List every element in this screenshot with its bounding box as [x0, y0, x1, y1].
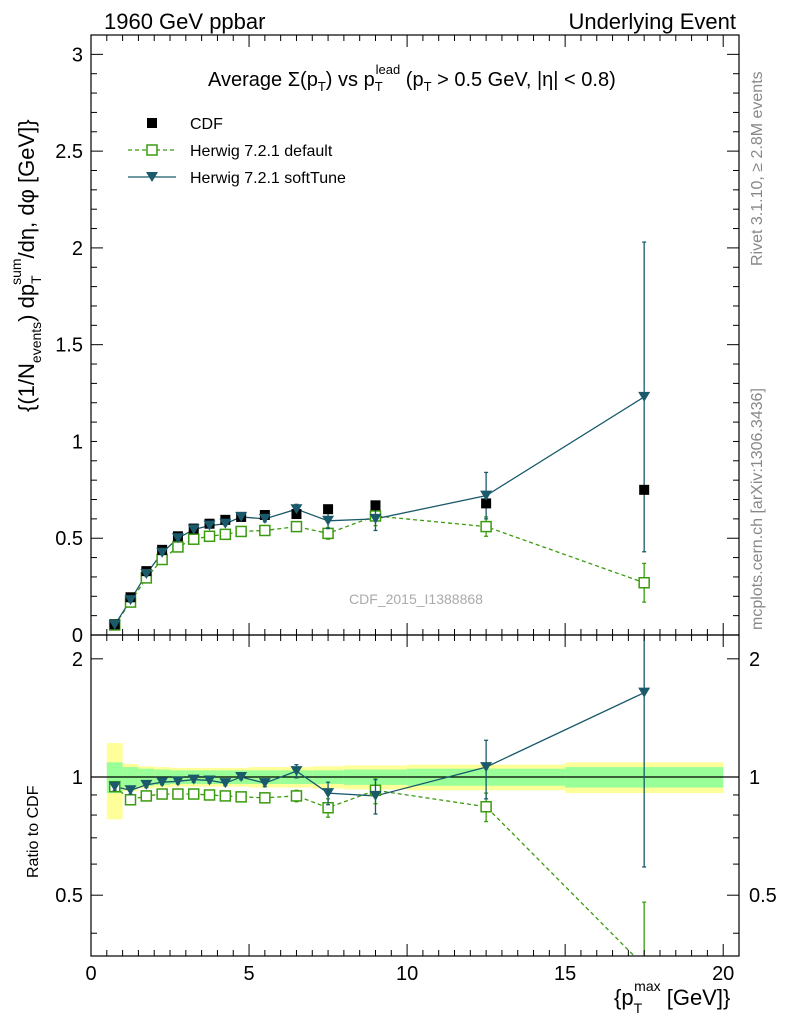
default-point [235, 525, 247, 538]
ratio-default-point [124, 794, 137, 806]
ratio-softtune-point [258, 778, 271, 789]
watermark: CDF_2015_I1388868 [349, 591, 483, 607]
ratio-default-point [172, 788, 184, 800]
ratio-default-point [290, 790, 303, 802]
y-tick-label: 1 [72, 767, 83, 789]
ratio-panel: 0.5 0.5 1 1 2 2 [55, 634, 777, 971]
softtune-point [480, 490, 493, 501]
ratio-default-line [114, 786, 636, 956]
softtune-point [203, 520, 216, 531]
x-tick-label: 0 [85, 963, 96, 985]
default-point [172, 541, 184, 553]
y-tick-label: 1.5 [55, 335, 83, 357]
default-point [187, 533, 200, 545]
y-tick-label: 3 [72, 44, 83, 66]
softtune-point [156, 547, 169, 558]
y-tick-label: 2 [72, 649, 83, 671]
default-point [203, 530, 216, 543]
rivet-label: Rivet 3.1.10, ≥ 2.8M events [749, 71, 766, 266]
y-tick-label: 1 [749, 767, 760, 789]
y-tick-label: 0.5 [55, 885, 83, 907]
softtune-point [638, 391, 651, 402]
softtune-point [258, 513, 271, 524]
y-tick-label: 0 [72, 625, 83, 647]
y-tick-label: 2 [72, 238, 83, 260]
ratio-softtune-point [369, 790, 382, 801]
softtune-point [235, 511, 248, 522]
ratio-softtune-point [140, 779, 153, 790]
softtune-point [171, 533, 184, 544]
softtune-point [108, 619, 121, 630]
ratio-default-point [219, 790, 232, 802]
softtune-point [290, 504, 303, 515]
legend-entry-cdf: CDF [190, 116, 223, 133]
x-tick-label: 15 [554, 963, 576, 985]
legend-entry-default: Herwig 7.2.1 default [190, 143, 333, 160]
default-point [480, 520, 492, 533]
softtune-point [140, 569, 153, 580]
ratio-y-axis-label: Ratio to CDF [25, 785, 42, 878]
softtune-point [369, 513, 382, 524]
ratio-default-point [156, 788, 168, 800]
header-right: Underlying Event [568, 9, 736, 34]
x-tick-label: 5 [243, 963, 254, 985]
main-frame [90, 34, 740, 636]
default-point [322, 527, 334, 540]
ratio-softtune-point [156, 777, 169, 788]
ratio-default-point [480, 800, 492, 813]
cdf-point [323, 504, 334, 515]
ratio-default-point [203, 789, 216, 801]
main-series [108, 241, 651, 631]
y-tick-label: 0.5 [55, 528, 83, 550]
ratio-softtune-point [290, 766, 303, 777]
ratio-softtune-point [187, 774, 200, 785]
default-point [638, 576, 650, 589]
x-tick-label: 20 [712, 963, 734, 985]
plot-title: Average Σ(pT) vs pTlead (pT > 0.5 GeV, |… [208, 62, 616, 94]
ratio-default-point [259, 792, 271, 804]
x-axis-label: {pTmax [GeV]} [614, 978, 730, 1016]
legend-marker-default [146, 144, 158, 156]
cdf-point [639, 484, 650, 495]
ratio-softtune-point [203, 775, 216, 786]
softtune-point [124, 595, 137, 606]
header-left: 1960 GeV ppbar [104, 9, 265, 34]
default-point [259, 524, 271, 537]
softtune-point [322, 515, 335, 526]
ratio-softtune-point [124, 785, 137, 796]
ratio-default-point [235, 791, 247, 803]
default-point [219, 528, 232, 541]
default-point [290, 520, 303, 533]
main-y-axis-label: {(1/Nevents) dpTsum/dη, dφ [GeV]} [8, 119, 44, 412]
y-tick-label: 1 [72, 431, 83, 453]
cdf-point [481, 498, 492, 509]
ratio-default-point [639, 961, 649, 971]
legend-marker-softtune [146, 172, 158, 182]
ratio-frame [90, 634, 740, 957]
ratio-default-point [187, 788, 200, 800]
mcplots-label: mcplots.cern.ch [arXiv:1306.3436] [749, 388, 766, 630]
ratio-series [108, 635, 651, 971]
y-tick-label: 2.5 [55, 141, 83, 163]
legend-entry-softtune: Herwig 7.2.1 softTune [190, 170, 346, 187]
softtune-point [187, 524, 200, 535]
cdf-point [370, 500, 381, 511]
main-panel: 0 0.5 1 1.5 2 2.5 3 [55, 34, 740, 647]
ratio-softtune-point [638, 687, 651, 698]
ratio-softtune-point [235, 772, 248, 783]
legend: CDF Herwig 7.2.1 default Herwig 7.2.1 so… [128, 116, 346, 187]
legend-marker-cdf [147, 118, 157, 128]
y-tick-label: 0.5 [749, 885, 777, 907]
y-tick-label: 2 [749, 649, 760, 671]
ratio-default-point [140, 790, 153, 802]
ratio-softtune-point [480, 762, 493, 773]
x-tick-label: 10 [396, 963, 418, 985]
ratio-softtune-point [108, 781, 121, 792]
ratio-softtune-point [322, 788, 335, 799]
ratio-softtune-point [219, 778, 232, 789]
ratio-softtune-point [171, 776, 184, 787]
softtune-point [219, 518, 232, 529]
